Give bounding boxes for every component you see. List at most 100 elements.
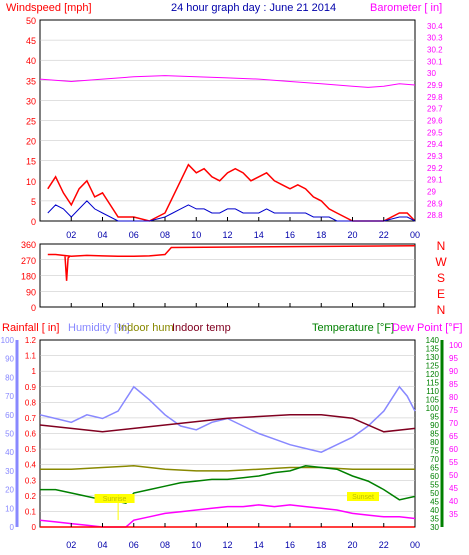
barometer-tick-label: 29.5 — [427, 128, 443, 137]
x-tick-label: 00 — [410, 230, 420, 240]
x-tick-label: 20 — [347, 230, 357, 240]
direction-series-line — [47, 245, 416, 258]
x-tick-label: 02 — [66, 230, 76, 240]
x-tick-label: 22 — [379, 540, 389, 550]
dew-point-tick-label: 90 — [449, 367, 458, 376]
temperature-tick-label: 115 — [426, 379, 439, 388]
temperature-tick-label: 75 — [430, 447, 439, 456]
x-tick-label: 18 — [316, 540, 326, 550]
humidity-series-line — [39, 385, 416, 453]
humidity-tick-label: 10 — [5, 504, 14, 513]
temperature-humidity-panel: 0 0.1 0.2 0.3 0.4 0.5 0.6 0.7 0.8 0.9 1 1.1 1.2 0 10 20… — [1, 336, 463, 532]
x-tick-label: 16 — [285, 230, 295, 240]
humidity-tick-label: 50 — [5, 430, 14, 439]
x-tick-label: 04 — [97, 230, 107, 240]
temperature-tick-label: 45 — [430, 498, 439, 507]
windspeed-tick-label: 15 — [26, 157, 36, 167]
direction_spike-series-line — [64, 255, 71, 281]
temperature-tick-label: 60 — [430, 472, 439, 481]
barometer-axis-label: Barometer [ in] — [370, 2, 442, 14]
x-tick-label: 06 — [129, 540, 139, 550]
x-tick-label: 08 — [160, 230, 170, 240]
barometer-tick-label: 29.3 — [427, 152, 443, 161]
x-tick-label: 08 — [160, 540, 170, 550]
temperature-tick-label: 40 — [430, 506, 439, 515]
compass-label: W — [435, 255, 447, 269]
dew-point-tick-label: 95 — [449, 354, 458, 363]
barometer-tick-label: 30.4 — [427, 22, 443, 31]
windgust_avg-series-line — [47, 200, 416, 222]
temperature-tick-label: 105 — [426, 396, 440, 405]
compass-label: E — [437, 287, 445, 301]
barometer-series-line — [39, 75, 416, 88]
rainfall-tick-label: 0.4 — [25, 461, 37, 470]
direction-tick-label: 270 — [21, 256, 36, 266]
x-tick-label: 22 — [379, 230, 389, 240]
direction-tick-label: 90 — [26, 287, 36, 297]
x-tick-label: 00 — [410, 540, 420, 550]
barometer-tick-label: 28.9 — [427, 199, 443, 208]
temperature-tick-label: 110 — [426, 387, 439, 396]
temperature-tick-label: 140 — [426, 336, 440, 345]
chart-title: 24 hour graph day : June 21 2014 — [171, 2, 336, 14]
barometer-tick-label: 28.8 — [427, 211, 443, 220]
x-tick-label: 10 — [191, 540, 201, 550]
rainfall-tick-label: 1.1 — [25, 352, 37, 361]
dew-point-tick-label: 75 — [449, 406, 458, 415]
x-tick-label: 06 — [129, 230, 139, 240]
compass-label: S — [437, 271, 445, 285]
windspeed-tick-label: 5 — [31, 197, 36, 207]
temperature-tick-label: 50 — [430, 489, 439, 498]
temperature-tick-label: 125 — [426, 362, 440, 371]
direction-tick-label: 180 — [21, 272, 36, 282]
temperature-tick-label: 85 — [430, 430, 439, 439]
x-tick-label: 04 — [97, 540, 107, 550]
windspeed-tick-label: 20 — [26, 137, 36, 147]
rainfall-tick-label: 1.2 — [25, 336, 37, 345]
windspeed-tick-label: 40 — [26, 56, 36, 66]
x-tick-label: 16 — [285, 540, 295, 550]
barometer-tick-label: 30.1 — [427, 57, 443, 66]
windspeed-tick-label: 50 — [26, 16, 36, 26]
dew-point-tick-label: 50 — [449, 471, 458, 480]
temperature-tick-label: 100 — [426, 404, 440, 413]
rainfall-tick-label: 0.1 — [25, 507, 37, 516]
humidity-tick-label: 80 — [5, 373, 14, 382]
humidity-tick-label: 70 — [5, 392, 14, 401]
rainfall-tick-label: 0.8 — [25, 398, 37, 407]
x-tick-label: 18 — [316, 230, 326, 240]
rainfall-tick-label: 0.6 — [25, 430, 37, 439]
dew-point-tick-label: 40 — [449, 497, 458, 506]
dew-point-axis-label: Dew Point [°F] — [392, 322, 462, 334]
windspeed-tick-label: 10 — [26, 177, 36, 187]
x-tick-label: 14 — [254, 230, 264, 240]
barometer-tick-label: 29.6 — [427, 117, 443, 126]
wind-barometer-panel: 0 5 10 15 20 25 30 35 40 45 50 28.8 28.9 29 29.1 29.2 29… — [26, 16, 443, 227]
barometer-tick-label: 30.2 — [427, 46, 443, 55]
x-tick-label: 12 — [222, 230, 232, 240]
x-tick-label: 02 — [66, 540, 76, 550]
x-tick-label: 14 — [254, 540, 264, 550]
humidity-tick-label: 30 — [5, 467, 14, 476]
dew-point-tick-label: 65 — [449, 432, 458, 441]
rainfall-tick-label: 1 — [32, 367, 37, 376]
dew-point-tick-label: 85 — [449, 380, 458, 389]
windspeed-tick-label: 30 — [26, 96, 36, 106]
temperature-tick-label: 95 — [430, 413, 439, 422]
barometer-tick-label: 29.4 — [427, 140, 443, 149]
rainfall-axis-label: Rainfall [ in] — [2, 322, 59, 334]
time-axis: 02 02 04 04 06 06 08 08 10 10 12 12 14 14 16 16 18 18 20 20… — [66, 217, 420, 550]
temperature-tick-label: 70 — [430, 455, 439, 464]
dew-point-tick-label: 70 — [449, 419, 458, 428]
compass-label: N — [437, 303, 446, 317]
humidity-tick-label: 90 — [5, 355, 14, 364]
humidity-tick-label: 40 — [5, 448, 14, 457]
rainfall-tick-label: 0.9 — [25, 383, 37, 392]
compass-label: N — [437, 239, 446, 253]
temperature-tick-label: 135 — [426, 345, 440, 354]
barometer-tick-label: 29.8 — [427, 93, 443, 102]
barometer-tick-label: 30 — [427, 69, 436, 78]
windspeed-tick-label: 25 — [26, 117, 36, 127]
